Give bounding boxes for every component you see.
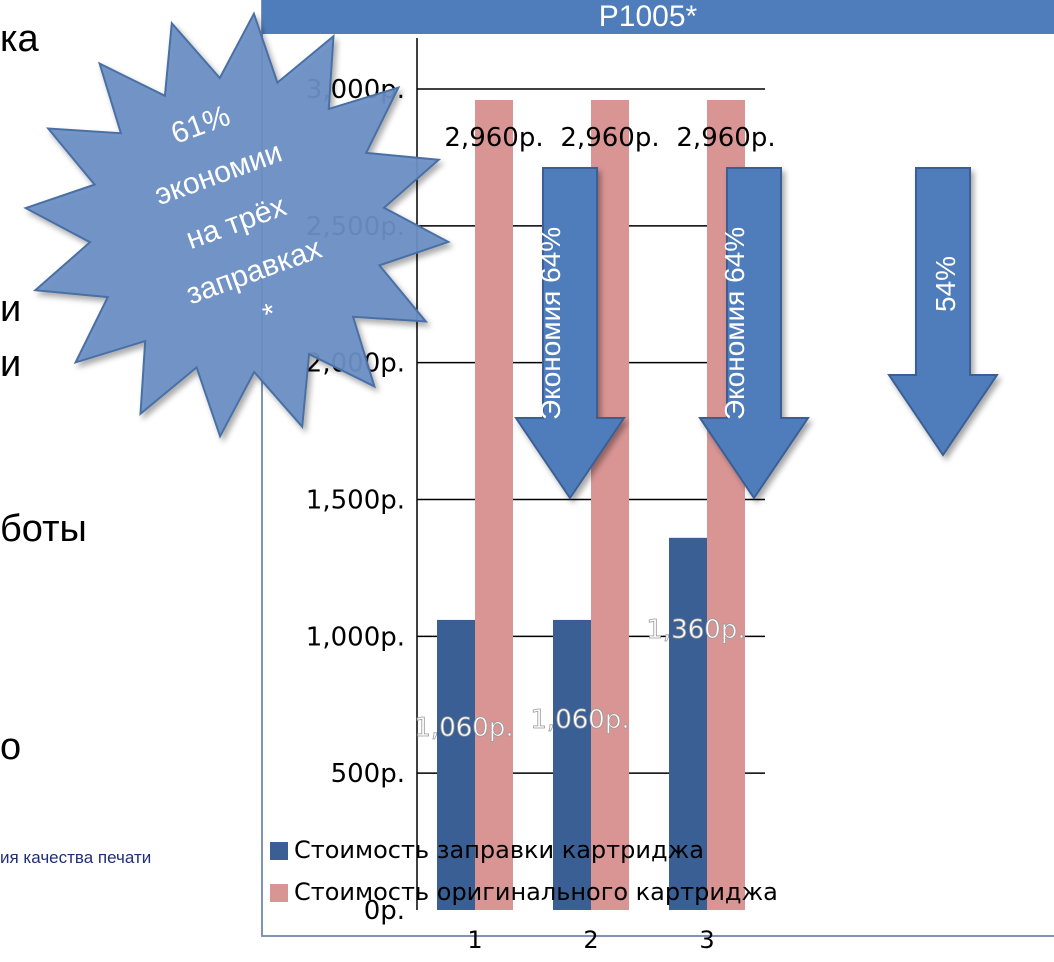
slide-text-fragment-1: ка	[0, 18, 39, 60]
x-tick-label: 3	[699, 926, 714, 954]
savings-arrow-2-label: Экономия 64%	[719, 227, 750, 420]
y-tick-label: 1,500р.	[306, 486, 405, 516]
savings-arrow-1: Экономия 64%	[514, 167, 626, 500]
legend-swatch	[270, 884, 288, 902]
slide-text-fragment-3: и	[0, 343, 22, 385]
data-label: 1,060р.	[414, 713, 513, 743]
data-labels: 1,060р. 1,060р. 1,360р. 2,960р. 2,960р. 2,960…	[414, 123, 776, 743]
data-label: 1,360р.	[646, 615, 745, 645]
slide-text-fragment-2: и	[0, 288, 22, 330]
data-label: 2,960р.	[560, 123, 659, 153]
x-axis-labels: 1 2 3	[467, 926, 714, 954]
y-tick-label: 500р.	[331, 759, 405, 789]
footnote: ия качества печати	[0, 848, 152, 867]
savings-arrow-3: 54%	[887, 167, 999, 457]
data-label: 2,960р.	[676, 123, 775, 153]
y-tick-label: 0р.	[364, 896, 405, 926]
chart-title-banner	[262, 0, 1054, 34]
chart-border	[261, 0, 1054, 937]
slide-text-fragment-4: боты	[0, 508, 87, 550]
bar-series-1	[669, 537, 707, 910]
slide-text-fragment-5: о	[0, 726, 22, 768]
savings-arrow-3-label: 54%	[930, 256, 961, 312]
chart-title: P1005*	[599, 0, 698, 33]
legend-swatch	[270, 842, 288, 860]
legend-label: Стоимость оригинального картриджа	[294, 878, 778, 906]
x-tick-label: 2	[583, 926, 598, 954]
savings-arrow-2: Экономия 64%	[698, 167, 810, 500]
data-label: 1,060р.	[530, 705, 629, 735]
legend: Стоимость заправки картриджа Стоимость ор…	[270, 836, 778, 906]
savings-arrow-1-label: Экономия 64%	[535, 227, 566, 420]
bar-series-2	[475, 99, 513, 911]
data-label: 2,960р.	[444, 123, 543, 153]
bar-series-1	[437, 619, 475, 910]
y-tick-label: 1,000р.	[306, 622, 405, 652]
x-tick-label: 1	[467, 926, 482, 954]
savings-starburst: 61% экономии на трёх заправках *	[23, 11, 451, 439]
legend-label: Стоимость заправки картриджа	[294, 836, 704, 864]
bar-series-1	[553, 619, 591, 910]
